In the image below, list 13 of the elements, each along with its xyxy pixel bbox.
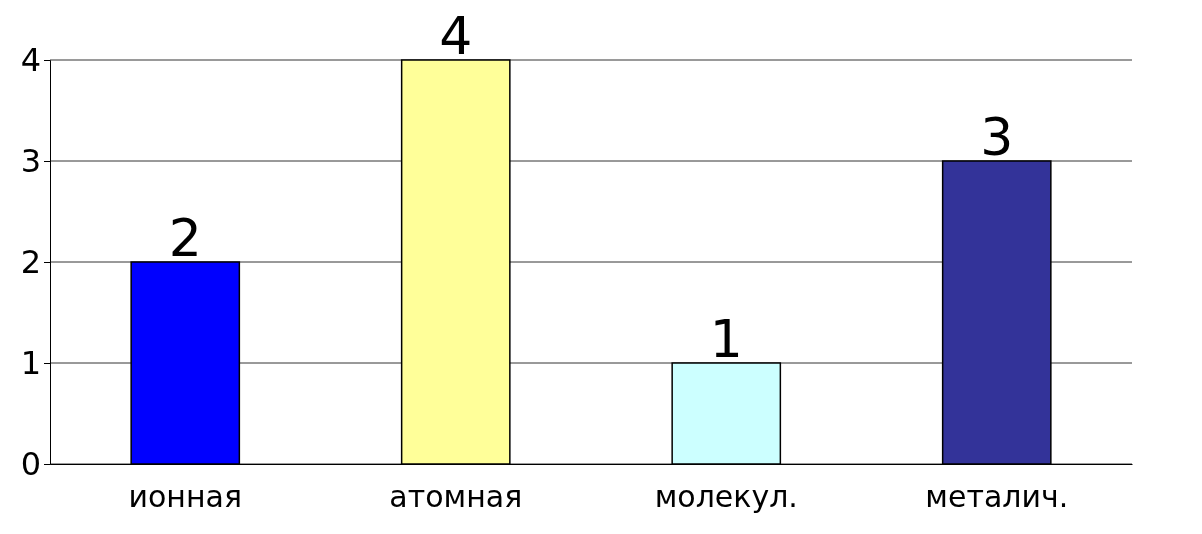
y-tick-label: 3 [20,141,41,180]
data-label: 1 [709,309,743,369]
data-label: 3 [980,107,1014,167]
x-tick-label: молекул. [654,479,798,515]
y-tick-label: 0 [20,444,41,483]
x-tick-label: атомная [389,479,523,515]
data-label: 2 [168,208,202,268]
y-tick-label: 2 [20,242,41,281]
data-label: 4 [439,6,473,66]
x-tick-label: металич. [925,479,1069,515]
y-tick-label: 1 [20,343,41,382]
y-tick-label: 4 [20,40,41,79]
x-tick-label: ионная [128,479,243,515]
